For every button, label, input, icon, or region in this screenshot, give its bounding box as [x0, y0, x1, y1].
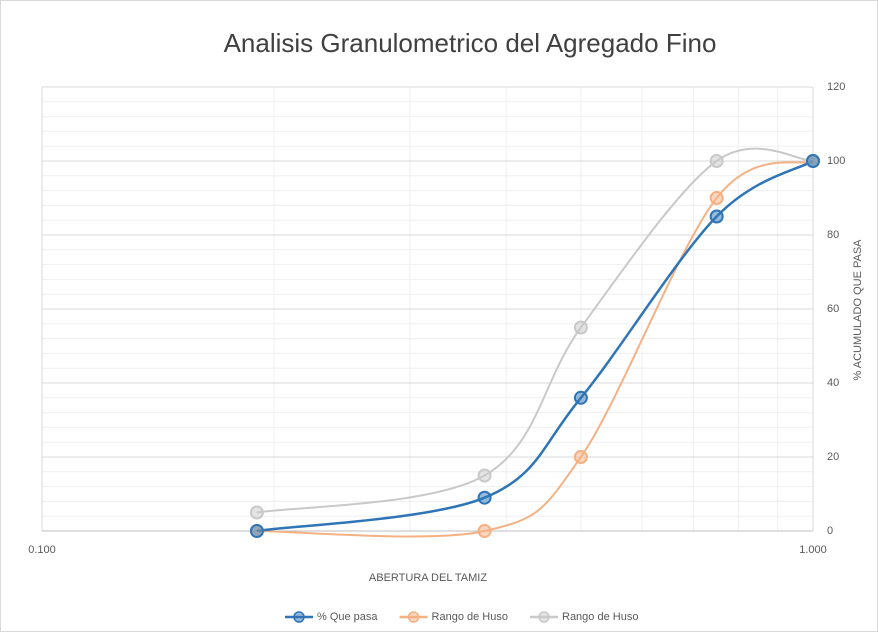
legend-item: Rango de Huso	[399, 611, 508, 623]
y-tick-label: 80	[827, 229, 839, 241]
y-axis-title: % ACUMULADO QUE PASA	[852, 239, 864, 381]
legend-marker	[407, 611, 420, 623]
x-tick-label: 1.000	[799, 544, 827, 556]
y-tick-label: 40	[827, 377, 839, 389]
y-tick-label: 60	[827, 303, 839, 315]
data-point	[477, 490, 492, 505]
data-point	[709, 154, 724, 168]
legend-label: Rango de Huso	[432, 611, 508, 623]
data-point	[709, 209, 724, 224]
x-axis-title: ABERTURA DEL TAMIZ	[369, 572, 487, 584]
legend-item: Rango de Huso	[530, 611, 638, 623]
data-point	[249, 524, 264, 538]
x-tick-label: 0.100	[28, 544, 56, 556]
data-point	[573, 450, 588, 464]
data-point	[573, 390, 588, 405]
legend-label: Rango de Huso	[562, 611, 638, 623]
legend-marker	[538, 611, 550, 623]
data-point	[477, 524, 492, 538]
series-line	[256, 147, 814, 514]
y-tick-label: 0	[827, 525, 833, 537]
data-point	[477, 468, 492, 483]
data-point	[806, 154, 820, 168]
legend-marker	[293, 611, 305, 623]
y-tick-label: 100	[827, 155, 845, 167]
y-tick-label: 120	[827, 81, 845, 93]
data-point	[249, 505, 264, 520]
chart-title: Analisis Granulometrico del Agregado Fin…	[224, 28, 717, 58]
data-point	[573, 320, 588, 335]
data-point	[709, 191, 724, 205]
legend-label: % Que pasa	[317, 611, 378, 623]
y-tick-label: 20	[827, 451, 839, 463]
legend-item: % Que pasa	[285, 611, 378, 623]
